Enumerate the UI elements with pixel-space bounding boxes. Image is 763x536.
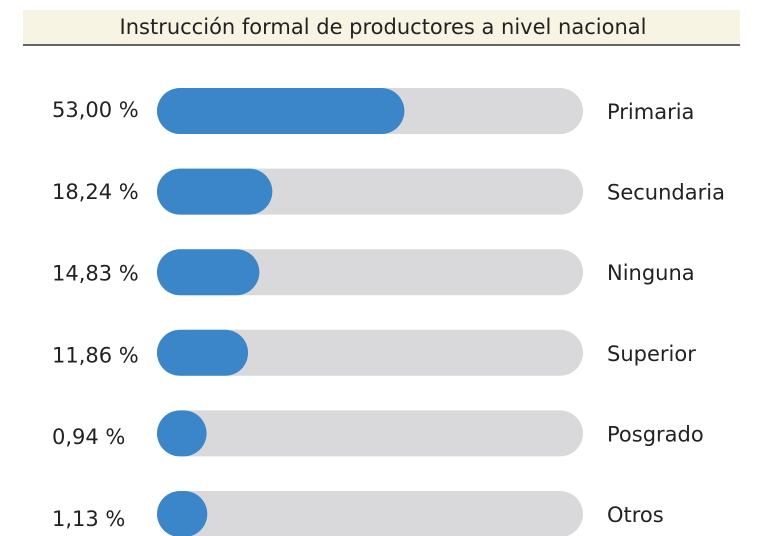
category-label: Superior	[607, 342, 696, 366]
value-label: 18,24 %	[52, 180, 139, 204]
chart-title: Instrucción formal de productores a nive…	[120, 15, 647, 39]
category-label: Ninguna	[607, 261, 695, 285]
category-label: Secundaria	[607, 181, 725, 205]
bar-track	[157, 329, 583, 376]
bar	[157, 410, 207, 457]
bar	[157, 329, 249, 376]
value-label: 0,94 %	[52, 425, 125, 449]
value-label: 11,86 %	[52, 343, 139, 367]
category-label: Posgrado	[607, 422, 704, 446]
bar	[157, 249, 260, 296]
bar	[157, 168, 273, 215]
category-label: Otros	[607, 503, 664, 527]
bar-track	[157, 491, 583, 536]
value-label: 1,13 %	[52, 507, 125, 531]
bar	[157, 88, 405, 134]
bar-track	[157, 249, 583, 296]
value-label: 53,00 %	[52, 98, 139, 122]
bar	[157, 491, 208, 536]
value-label: 14,83 %	[52, 262, 139, 286]
title-band	[23, 10, 740, 45]
category-label: Primaria	[607, 100, 694, 124]
bar-track	[157, 410, 583, 457]
